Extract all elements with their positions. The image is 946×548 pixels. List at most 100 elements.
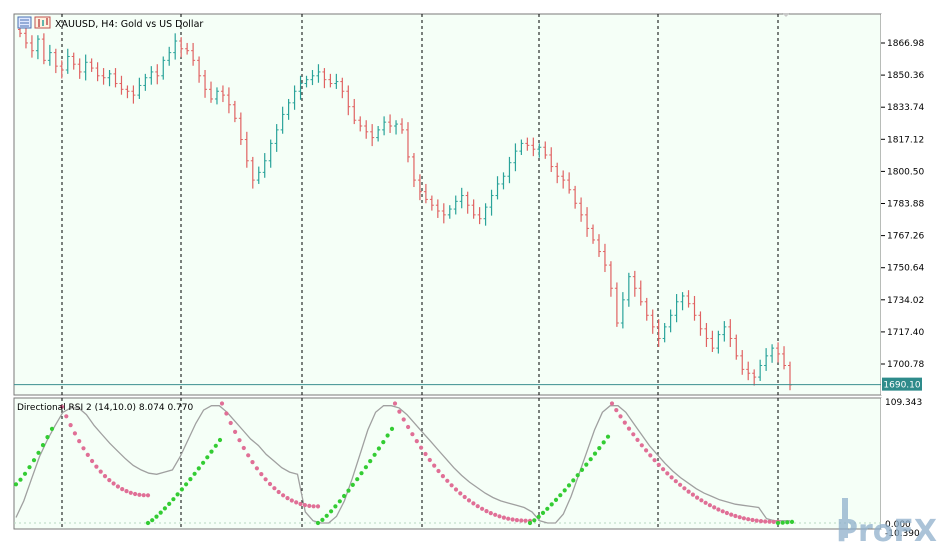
indicator-dot-green: [368, 459, 373, 464]
indicator-dot-pink: [652, 458, 657, 463]
indicator-dot-pink: [107, 478, 112, 483]
indicator-dot-pink: [678, 482, 683, 487]
indicator-dot-pink: [440, 474, 445, 479]
indicator-dot-pink: [281, 493, 286, 498]
indicator-dot-green: [22, 471, 28, 476]
indicator-dot-green: [49, 426, 55, 431]
indicator-dot-pink: [609, 401, 615, 406]
indicator-dot-pink: [471, 501, 476, 506]
indicator-dot-green: [385, 433, 390, 438]
current-price-badge: [882, 377, 922, 391]
indicator-pane[interactable]: [13, 397, 882, 530]
indicator-dot-pink: [72, 431, 77, 436]
indicator-dot-green: [549, 502, 554, 507]
indicator-dot-pink: [716, 507, 721, 512]
indicator-dot-green: [562, 488, 567, 493]
indicator-dot-pink: [94, 464, 99, 469]
indicator-dot-green: [205, 455, 210, 460]
indicator-dot-green: [389, 426, 395, 431]
indicator-dot-green: [145, 520, 151, 526]
indicator-dot-green: [601, 440, 606, 445]
indicator-dot-pink: [614, 408, 619, 413]
indicator-dot-green: [184, 482, 189, 487]
indicator-dot-green: [571, 478, 576, 483]
indicator-label: Directional RSI 2 (14,10.0) 8.074 0.770: [17, 403, 194, 413]
indicator-dot-pink: [115, 484, 120, 489]
indicator-dot-pink: [661, 467, 666, 472]
indicator-dot-pink: [246, 453, 251, 458]
price-pane[interactable]: [13, 13, 882, 396]
indicator-dot-pink: [315, 504, 321, 509]
indicator-dot-pink: [635, 437, 640, 442]
indicator-max-label: 109.343: [885, 398, 922, 408]
indicator-dot-pink: [128, 490, 133, 495]
indicator-dot-pink: [493, 512, 498, 517]
indicator-dot-green: [150, 518, 155, 523]
indicator-dot-pink: [228, 420, 233, 426]
indicator-dot-green: [188, 477, 193, 482]
indicator-dot-pink: [771, 519, 776, 525]
chart-shift-marker[interactable]: [782, 13, 790, 17]
indicator-dot-pink: [272, 486, 277, 491]
indicator-dot-green: [196, 466, 201, 471]
indicator-dot-green: [201, 460, 206, 465]
indicator-line: [15, 405, 790, 524]
indicator-dot-pink: [419, 445, 424, 450]
indicator-dot-pink: [686, 489, 691, 494]
indicator-dot-green: [209, 449, 214, 454]
indicator-dot-pink: [133, 491, 138, 497]
indicator-dot-green: [213, 443, 218, 448]
indicator-dot-green: [540, 510, 546, 515]
indicator-dot-green: [158, 510, 163, 515]
indicator-dot-green: [31, 458, 37, 463]
indicator-dot-pink: [233, 429, 238, 434]
indicator-dot-pink: [410, 432, 415, 437]
indicator-dot-pink: [665, 471, 670, 476]
indicator-dot-green: [45, 435, 50, 440]
indicator-dot-pink: [81, 446, 86, 451]
price-tick-label: 1700.78: [887, 360, 924, 370]
indicator-dot-pink: [733, 513, 738, 519]
indicator-dot-pink: [406, 424, 411, 430]
indicator-dot-pink: [626, 426, 632, 431]
indicator-dot-pink: [453, 487, 459, 492]
indicator-dot-pink: [414, 439, 419, 444]
indicator-dot-pink: [648, 453, 653, 458]
indicator-dot-green: [320, 517, 325, 523]
price-axis-ticks: 1866.98 1850.36 1833.74 1817.12 1800.50 1783.…: [881, 39, 924, 370]
indicator-dot-pink: [307, 503, 312, 508]
indicator-dot-pink: [763, 519, 768, 524]
window-icons[interactable]: [17, 16, 51, 29]
price-tick-label: 1833.74: [887, 103, 924, 113]
price-tick-label: 1866.98: [887, 39, 924, 49]
indicator-dot-pink: [120, 487, 125, 492]
watermark-text: ProFX: [836, 514, 937, 548]
indicator-dot-pink: [631, 432, 636, 437]
indicator-dot-pink: [141, 493, 146, 498]
indicator-dot-green: [789, 519, 795, 525]
indicator-dot-pink: [501, 515, 506, 520]
indicator-dot-pink: [720, 509, 725, 514]
indicator-dot-pink: [724, 510, 730, 516]
indicator-dot-pink: [618, 414, 623, 419]
indicator-dot-pink: [276, 489, 281, 495]
indicator-dot-pink: [111, 481, 116, 486]
indicator-dot-green: [162, 506, 167, 511]
indicator-dot-green: [584, 462, 589, 467]
chart-title: XAUUSD, H4: Gold vs US Dollar: [55, 19, 203, 30]
indicator-dot-pink: [64, 414, 69, 419]
indicator-dot-green: [597, 446, 602, 451]
indicator-dot-pink: [423, 451, 428, 457]
indicator-dot-pink: [480, 506, 485, 511]
indicator-dot-pink: [263, 477, 268, 482]
indicator-dot-pink: [699, 498, 704, 503]
indicator-dot-pink: [741, 516, 747, 521]
indicator-dot-green: [192, 471, 197, 476]
indicator-dot-pink: [432, 463, 437, 468]
indicator-dot-pink: [519, 518, 524, 523]
indicator-dot-green: [605, 434, 611, 439]
indicator-dot-pink: [758, 519, 764, 524]
indicator-dot-pink: [285, 496, 290, 501]
indicator-dot-green: [350, 482, 355, 487]
indicator-dot-pink: [497, 514, 502, 519]
